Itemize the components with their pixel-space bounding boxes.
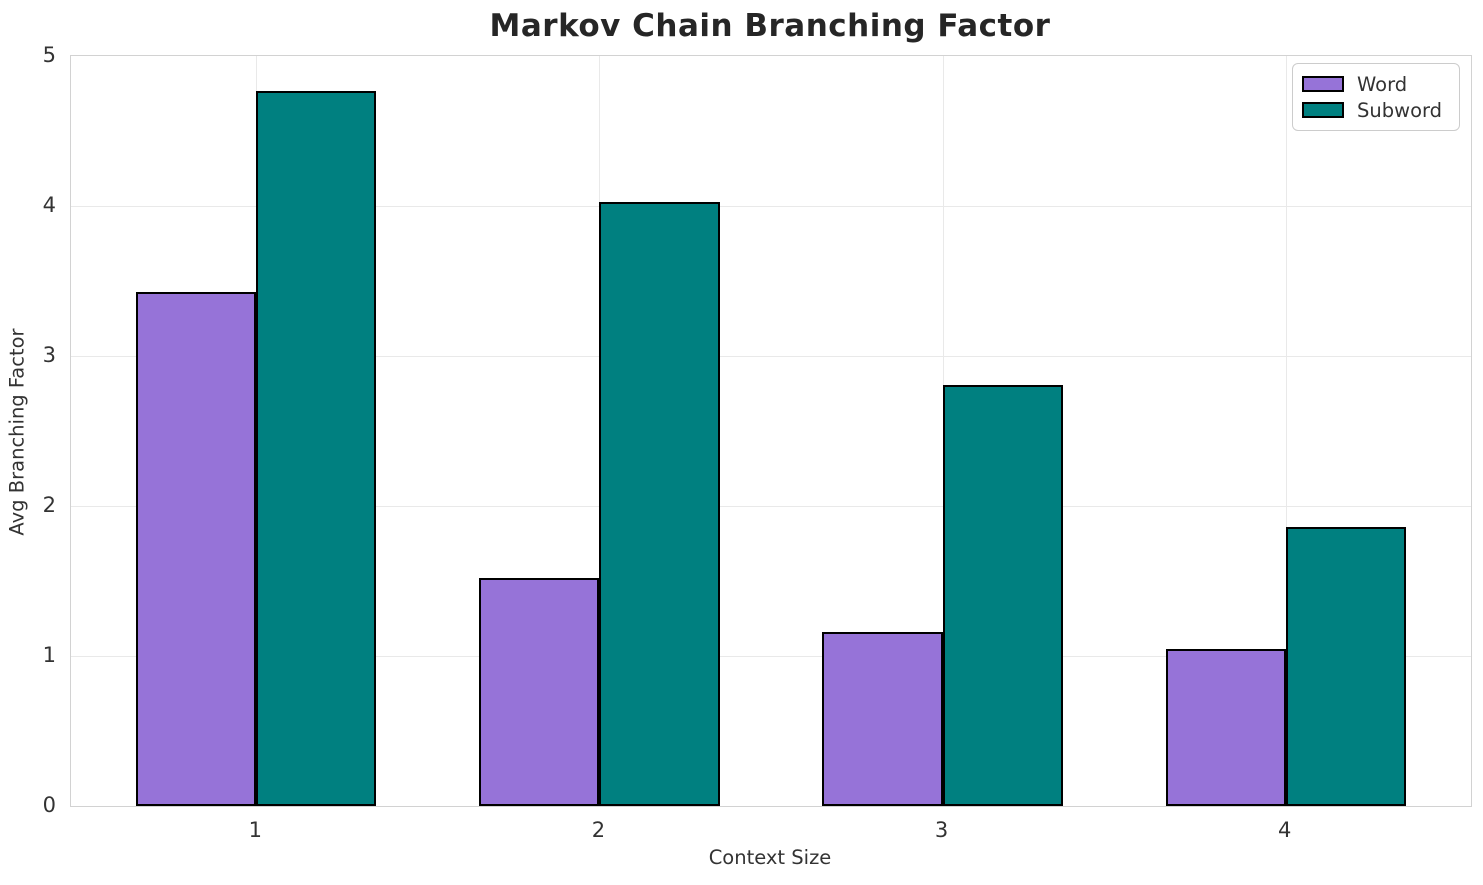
legend: Word Subword: [1292, 63, 1460, 131]
bar-subword-1: [256, 90, 377, 806]
x-tick-label: 4: [1278, 818, 1292, 842]
bar-word-4: [1165, 648, 1286, 806]
legend-label: Word: [1357, 72, 1408, 96]
gridline-horizontal: [71, 356, 1471, 357]
chart-title: Markov Chain Branching Factor: [489, 8, 1051, 44]
bar-word-3: [822, 632, 943, 806]
y-tick-label: 3: [42, 343, 56, 367]
y-tick-label: 2: [42, 493, 56, 517]
gridline-horizontal: [71, 656, 1471, 657]
legend-label: Subword: [1357, 98, 1443, 122]
x-tick-label: 3: [934, 818, 949, 842]
y-tick-label: 5: [42, 43, 56, 67]
bar-subword-3: [942, 384, 1063, 806]
bar-subword-4: [1285, 527, 1406, 806]
legend-swatch-word: [1302, 76, 1344, 92]
x-tick-label: 2: [591, 818, 606, 842]
gridline-vertical: [1285, 56, 1287, 806]
gridline-horizontal: [71, 506, 1471, 507]
bar-subword-2: [599, 201, 720, 806]
y-tick-label: 4: [42, 193, 56, 217]
gridline-horizontal: [71, 206, 1471, 207]
legend-items: Word Subword: [1302, 71, 1459, 123]
legend-item-subword: Subword: [1302, 97, 1459, 123]
bar-word-1: [136, 291, 257, 806]
legend-item-word: Word: [1302, 71, 1459, 97]
x-tick-label: 1: [248, 818, 262, 842]
x-axis-label: Context Size: [708, 846, 832, 869]
plot-area: [70, 55, 1472, 807]
y-tick-label: 1: [42, 643, 56, 667]
bar-word-2: [479, 578, 600, 806]
y-tick-label: 0: [42, 793, 56, 817]
legend-swatch-subword: [1302, 102, 1344, 118]
